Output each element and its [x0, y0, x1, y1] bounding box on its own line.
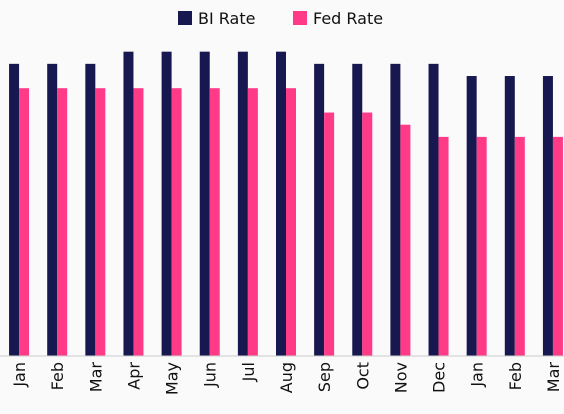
x-tick-label: Nov: [391, 362, 410, 393]
bar: [237, 51, 248, 357]
bar: [552, 136, 563, 356]
bar: [57, 88, 68, 356]
x-tick-label: Oct: [353, 362, 372, 390]
bar: [247, 88, 258, 356]
x-tick-label: May: [163, 362, 182, 395]
x-tick-label: Apr: [124, 362, 143, 390]
legend-swatch: [293, 11, 307, 25]
bar: [85, 63, 96, 356]
bar: [276, 51, 286, 357]
x-tick-label: Mar: [544, 362, 563, 393]
bar: [19, 88, 30, 356]
x-tick-label: Sep: [315, 362, 334, 392]
legend-label: Fed Rate: [313, 9, 383, 28]
bar: [199, 51, 210, 357]
x-tick-label: Mar: [86, 362, 105, 393]
x-tick-label: Jan: [468, 362, 487, 388]
x-tick-label: Feb: [506, 362, 525, 390]
bar: [476, 136, 487, 356]
legend-label: BI Rate: [198, 9, 255, 28]
bar: [428, 63, 439, 356]
x-tick-label: Jul: [239, 362, 258, 382]
bar: [504, 76, 515, 357]
bar: [390, 63, 401, 356]
bar: [314, 63, 325, 356]
bar: [95, 88, 106, 356]
legend-swatch: [178, 11, 192, 25]
bar: [438, 136, 449, 356]
bar: [466, 76, 477, 357]
x-tick-label: Feb: [48, 362, 67, 390]
x-tick-label: Dec: [430, 362, 449, 393]
bar: [47, 63, 58, 356]
bar: [9, 63, 20, 356]
bar: [123, 51, 134, 357]
bar: [133, 88, 144, 356]
x-tick-label: Aug: [277, 362, 296, 393]
bar: [171, 88, 182, 356]
bar: [514, 136, 525, 356]
bar: [209, 88, 220, 356]
x-tick-label: Jun: [201, 362, 220, 388]
bar: [400, 124, 411, 356]
bar: [286, 88, 296, 356]
bar: [542, 76, 553, 357]
bar: [324, 112, 335, 357]
bar: [161, 51, 172, 357]
x-tick-label: Jan: [10, 362, 29, 388]
bar: [352, 63, 363, 356]
bar: [362, 112, 373, 357]
